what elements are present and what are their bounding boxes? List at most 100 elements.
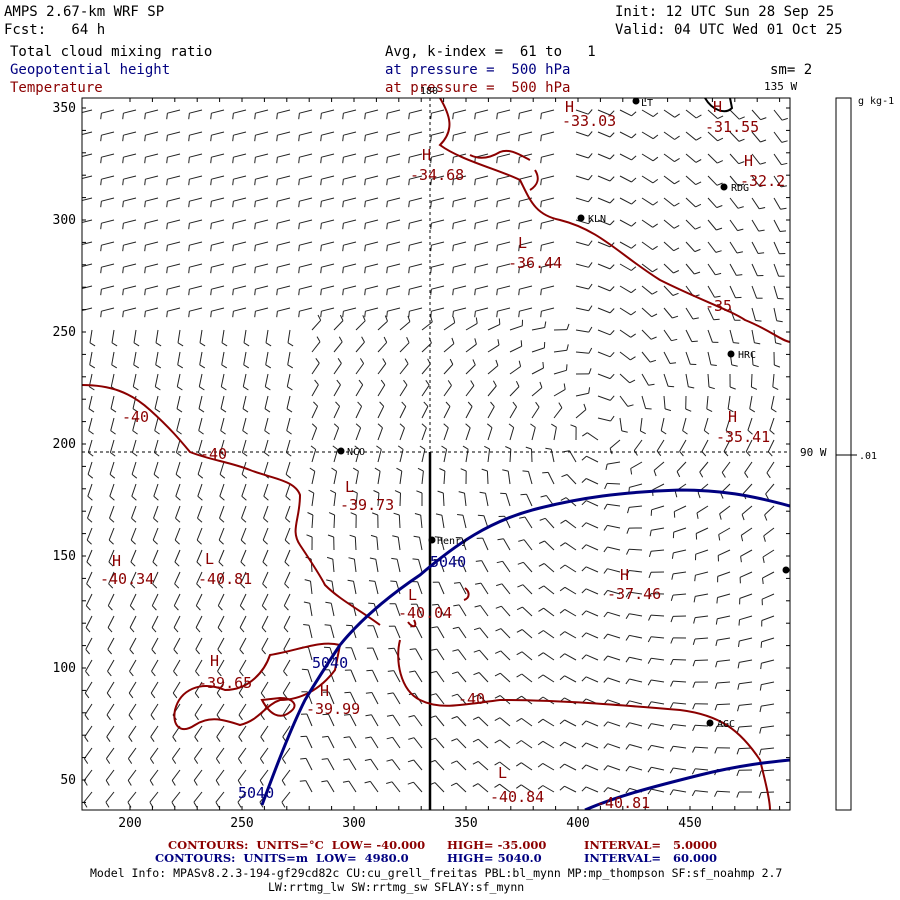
wind-barb-shaft — [762, 571, 775, 579]
wind-barb-flag — [760, 641, 763, 648]
wind-barb-shaft — [377, 342, 388, 353]
wind-barb-flag — [609, 395, 615, 401]
wind-barb-shaft — [399, 427, 405, 441]
wind-barb-flag — [254, 135, 256, 142]
wind-barb-flag — [393, 512, 400, 516]
wind-barb-shaft — [475, 285, 489, 290]
wind-barb-shaft — [277, 219, 291, 224]
wind-barb-shaft — [321, 241, 335, 246]
wind-barb-shaft — [197, 439, 203, 453]
wind-barb-shaft — [673, 745, 687, 749]
wind-barb-flag — [603, 765, 609, 771]
wind-barb-shaft — [597, 373, 611, 380]
wind-barb-flag — [154, 408, 161, 413]
temp-value: -40.34 — [100, 570, 154, 588]
wind-barb-flag — [496, 311, 498, 318]
wind-barb-flag — [437, 490, 444, 494]
wind-barb-flag — [286, 430, 292, 435]
wind-barb-flag — [695, 203, 702, 208]
wind-barb-flag — [128, 714, 133, 721]
wind-barb-shaft — [107, 615, 115, 628]
wind-barb-shaft — [521, 673, 533, 683]
wind-barb-shaft — [189, 263, 203, 268]
wind-barb-flag — [625, 744, 630, 750]
wind-barb-shaft — [501, 605, 511, 617]
wind-barb-flag — [342, 245, 344, 252]
wind-barb-flag — [320, 223, 322, 230]
wind-barb-shaft — [306, 735, 313, 749]
wind-barb-flag — [151, 649, 156, 655]
wind-barb-flag — [467, 401, 473, 407]
wind-barb-shaft — [189, 109, 203, 114]
wind-barb-flag — [452, 649, 459, 652]
wind-barb-shaft — [633, 439, 643, 451]
wind-barb-flag — [625, 570, 630, 577]
wind-barb-flag — [453, 604, 460, 607]
wind-barb-shaft — [521, 717, 533, 727]
wind-barb-shaft — [673, 702, 687, 705]
wind-barb-flag — [173, 649, 178, 655]
wind-barb-flag — [588, 387, 591, 394]
wind-barb-flag — [490, 401, 495, 407]
wind-barb-flag — [386, 267, 388, 274]
wind-barb-shaft — [585, 720, 599, 727]
wind-barb-shaft — [327, 736, 335, 749]
wind-barb-shaft — [305, 780, 313, 793]
wind-barb-flag — [195, 627, 201, 633]
wind-barb-shaft — [707, 131, 718, 142]
wind-barb-flag — [151, 605, 157, 611]
wind-barb-shaft — [769, 417, 775, 431]
wind-barb-flag — [647, 701, 652, 708]
wind-barb-shaft — [110, 417, 115, 431]
wind-barb-flag — [452, 179, 454, 186]
forecast-hour: Fcst: 64 h — [4, 22, 106, 38]
wind-barb-shaft — [285, 461, 291, 475]
wind-barb-flag — [188, 179, 190, 186]
wind-barb-shaft — [437, 626, 445, 639]
wind-barb-flag — [108, 539, 114, 545]
wind-barb-shaft — [233, 109, 247, 114]
wind-barb-flag — [716, 597, 718, 604]
station-label: Henry — [437, 536, 467, 547]
wind-barb-flag — [716, 227, 723, 231]
plot-frame — [81, 97, 791, 811]
wind-barb-flag — [560, 519, 566, 524]
wind-barb-shaft — [478, 716, 489, 727]
wind-barb-shaft — [480, 582, 489, 595]
wind-barb-flag — [421, 423, 427, 429]
wind-barb-flag — [538, 607, 544, 612]
wind-barb-flag — [188, 245, 190, 252]
wind-barb-shaft — [387, 307, 401, 312]
wind-barb-shaft — [111, 329, 115, 343]
wind-barb-shaft — [685, 153, 697, 163]
wind-barb-flag — [348, 557, 355, 560]
wind-barb-shaft — [509, 325, 523, 331]
wind-barb-flag — [771, 408, 777, 413]
wind-barb-flag — [337, 358, 342, 364]
wind-barb-shaft — [585, 566, 599, 573]
wind-barb-flag — [107, 649, 112, 655]
wind-barb-shaft — [499, 783, 511, 793]
wind-barb-shaft — [564, 719, 577, 727]
wind-barb-shaft — [663, 197, 675, 207]
wind-barb-flag — [259, 758, 265, 764]
wind-barb-flag — [386, 311, 388, 318]
wind-barb-flag — [516, 695, 522, 700]
wind-barb-shaft — [262, 549, 269, 563]
temp-symbol: H — [112, 552, 121, 570]
wind-barb-shaft — [233, 241, 247, 246]
wind-barb-shaft — [87, 505, 93, 519]
wind-barb-shaft — [167, 263, 181, 268]
wind-barb-shaft — [729, 197, 739, 209]
wind-barb-flag — [540, 201, 542, 208]
wind-barb-shaft — [129, 593, 137, 606]
wind-barb-flag — [693, 596, 696, 603]
wind-barb-shaft — [641, 373, 649, 386]
wind-barb-shaft — [351, 625, 357, 639]
wind-barb-flag — [144, 311, 146, 318]
wind-barb-shaft — [311, 471, 316, 485]
wind-barb-flag — [474, 135, 476, 142]
wind-barb-flag — [474, 113, 476, 120]
wind-barb-shaft — [281, 747, 291, 759]
wind-barb-flag — [408, 715, 415, 718]
